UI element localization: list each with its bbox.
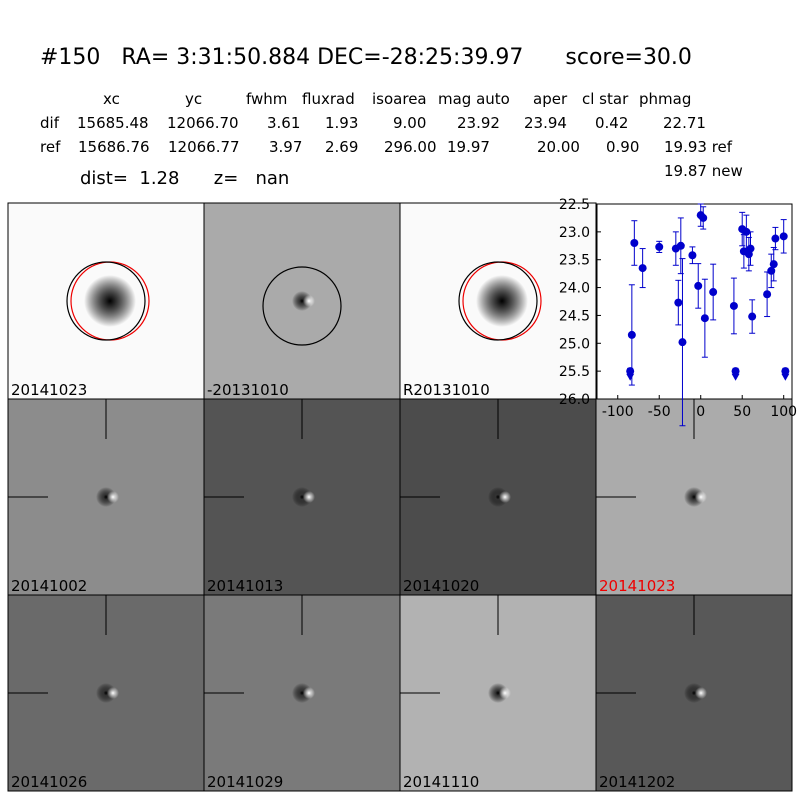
panel-label: R20131010 [403, 381, 490, 399]
x-tick-label: 50 [733, 404, 751, 420]
table-cell: dif [40, 114, 60, 132]
column-header: cl star [582, 90, 629, 108]
column-header: aper [533, 90, 568, 108]
point [771, 234, 780, 243]
table-cell: 2.69 [325, 138, 358, 156]
point [676, 241, 685, 250]
table-cell: 12066.70 [167, 114, 239, 132]
upper-limit [731, 373, 740, 381]
point [678, 338, 687, 347]
table-cell: 19.93 ref [664, 138, 733, 156]
x-tick-label: -100 [602, 404, 634, 420]
table-cell: 1.93 [325, 114, 358, 132]
point [742, 227, 751, 236]
source-bright [695, 687, 707, 699]
plot-area [596, 203, 793, 400]
panel-label: 20141110 [403, 773, 479, 791]
source-bright [303, 295, 315, 307]
source-bright [107, 491, 119, 503]
panel-label: 20141202 [599, 773, 675, 791]
table-cell: 3.97 [269, 138, 302, 156]
source-bright [499, 491, 511, 503]
column-header: mag auto [438, 90, 510, 108]
source [476, 275, 528, 327]
x-tick-label: 0 [696, 404, 705, 420]
table-cell: 12066.77 [168, 138, 240, 156]
dist-text: dist= 1.28 z= nan [80, 168, 289, 189]
point [627, 330, 636, 339]
x-tick-label: 100 [770, 404, 797, 420]
table-cell: 23.92 [457, 114, 500, 132]
upper-limit [626, 373, 635, 381]
panel-label: 20141029 [207, 773, 283, 791]
table-cell: 15686.76 [78, 138, 150, 156]
point [729, 301, 738, 310]
y-tick-label: 25.0 [559, 336, 590, 352]
column-header: isoarea [372, 90, 427, 108]
table-cell: 9.00 [393, 114, 426, 132]
point [769, 260, 778, 269]
point [763, 290, 772, 299]
y-tick-label: 23.0 [559, 225, 590, 241]
x-tick-label: -50 [648, 404, 671, 420]
source [84, 275, 136, 327]
y-tick-label: 25.5 [559, 364, 590, 380]
point [779, 232, 788, 241]
table-cell: 0.90 [606, 138, 639, 156]
source-bright [499, 687, 511, 699]
panel-label: 20141020 [403, 577, 479, 595]
panel-label: 20141013 [207, 577, 283, 595]
aperture-black [262, 266, 342, 346]
panel-label: 20141023 [11, 381, 87, 399]
table-cell: 3.61 [267, 114, 300, 132]
y-tick-label: 22.5 [559, 197, 590, 213]
point [699, 213, 708, 222]
table-cell: 23.94 [524, 114, 567, 132]
panel-label: -20131010 [207, 381, 289, 399]
y-tick-label: 26.0 [559, 392, 590, 408]
extra-text: 19.87 new [664, 162, 743, 180]
panel-label: 20141026 [11, 773, 87, 791]
table-cell: 19.97 [447, 138, 490, 156]
aperture-black [458, 261, 538, 341]
point [700, 314, 709, 323]
source-bright [303, 687, 315, 699]
point [688, 251, 697, 260]
table-cell: 296.00 [384, 138, 437, 156]
column-header: fwhm [246, 90, 287, 108]
title: #150 RA= 3:31:50.884 DEC=-28:25:39.97 sc… [40, 45, 692, 70]
upper-limit [781, 373, 790, 381]
point [748, 312, 757, 321]
column-header: phmag [639, 90, 691, 108]
column-header: fluxrad [302, 90, 355, 108]
point [630, 239, 639, 247]
source-bright [107, 687, 119, 699]
table-cell: ref [40, 138, 61, 156]
aperture-black [66, 261, 146, 341]
column-header: yc [185, 90, 202, 108]
source-bright [303, 491, 315, 503]
y-tick-label: 24.5 [559, 308, 590, 324]
table-cell: 20.00 [537, 138, 580, 156]
table-cell: 15685.48 [77, 114, 149, 132]
panel-label: 20141023 [599, 577, 675, 595]
table-cell: 22.71 [663, 114, 706, 132]
point [674, 298, 683, 307]
y-tick-label: 24.0 [559, 281, 590, 297]
point [638, 264, 647, 273]
point [694, 281, 703, 290]
point [746, 244, 755, 253]
point [709, 288, 718, 297]
column-header: xc [103, 90, 120, 108]
y-tick-label: 23.5 [559, 253, 590, 269]
panel-label: 20141002 [11, 577, 87, 595]
point [655, 242, 664, 251]
point [781, 367, 790, 376]
source-bright [695, 491, 707, 503]
table-cell: 0.42 [595, 114, 628, 132]
point [731, 367, 740, 376]
